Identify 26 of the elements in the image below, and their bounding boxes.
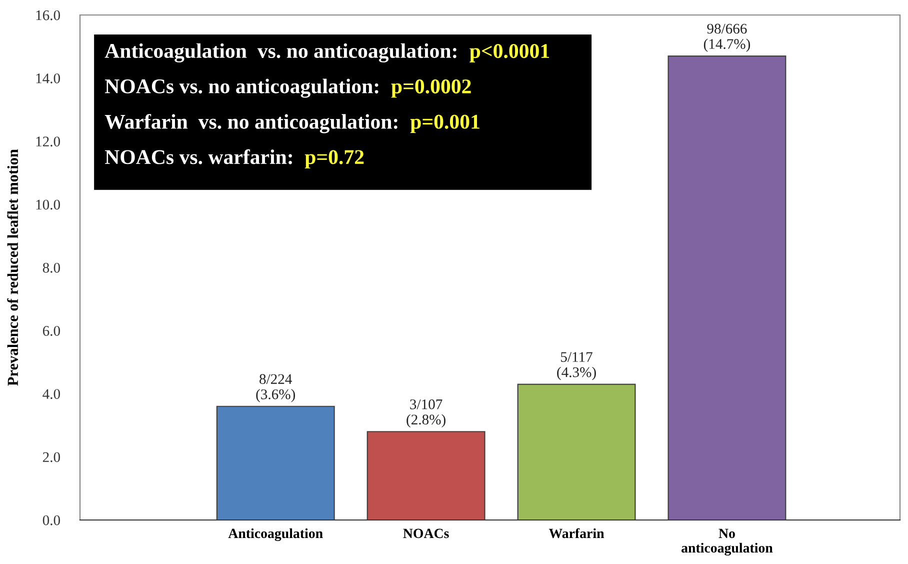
annotation: Anticoagulation vs. no anticoagulation: p<0.0001	[104, 43, 550, 62]
y-tick-label: 12.0	[36, 136, 60, 147]
annotation: NOACs vs. warfarin: p=0.72	[104, 149, 364, 168]
x-tick-label: No anticoagulation	[682, 528, 773, 556]
y-axis-title: Prevalence of reduced leaflet motion	[7, 149, 18, 386]
y-tick-label: 14.0	[36, 73, 60, 84]
x-tick-label: Warfarin	[548, 528, 604, 538]
data-label: 3/107 (2.8%)	[406, 399, 446, 428]
annotation: Warfarin vs. no anticoagulation: p=0.001	[104, 114, 480, 134]
y-tick-label: 10.0	[36, 200, 60, 210]
bar	[517, 384, 636, 520]
data-label: 8/224 (3.6%)	[256, 374, 295, 402]
bar	[216, 406, 335, 520]
y-tick-label: 8.0	[42, 262, 60, 273]
y-tick-label: 4.0	[42, 389, 60, 400]
data-label: 98/666 (14.7%)	[704, 24, 750, 52]
y-tick-label: 16.0	[36, 10, 60, 20]
x-tick-label: NOACs	[403, 528, 449, 538]
data-label: 5/117 (4.3%)	[557, 352, 596, 380]
bar	[366, 431, 486, 520]
y-tick-label: 0.0	[42, 515, 60, 526]
y-tick-label: 6.0	[42, 326, 60, 336]
x-tick-label: Anticoagulation	[228, 528, 323, 542]
annotation: NOACs vs. no anticoagulation: p=0.0002	[104, 78, 471, 98]
y-tick-label: 2.0	[42, 452, 60, 462]
bar	[668, 55, 786, 520]
